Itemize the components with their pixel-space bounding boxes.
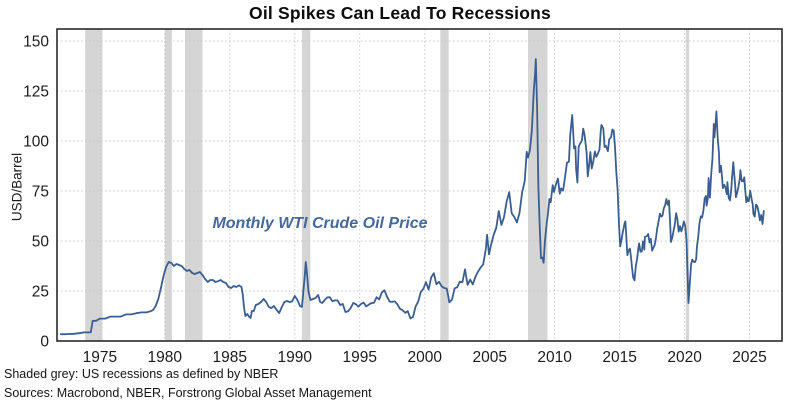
footnote-sources: Sources: Macrobond, NBER, Forstrong Glob…: [4, 386, 372, 400]
y-tick-label: 25: [32, 284, 49, 301]
recession-band: [185, 29, 203, 341]
recession-band: [440, 29, 449, 341]
x-tick-label: 2000: [407, 349, 442, 366]
x-tick-label: 1980: [148, 349, 183, 366]
x-tick-label: 1985: [213, 349, 247, 366]
plot-border: [56, 28, 783, 342]
footnote-recessions: Shaded grey: US recessions as defined by…: [4, 367, 279, 381]
y-tick-label: 50: [32, 234, 50, 251]
recession-band: [301, 29, 311, 341]
x-tick-label: 2010: [537, 349, 572, 366]
y-tick-label: 0: [40, 334, 49, 351]
recession-band: [164, 29, 172, 341]
x-tick-label: 2015: [602, 349, 636, 366]
x-tick-label: 2005: [472, 349, 506, 366]
x-tick-label: 2020: [667, 349, 702, 366]
x-tick-label: 1975: [83, 349, 117, 366]
series-annotation: Monthly WTI Crude Oil Price: [212, 215, 428, 232]
recession-band: [685, 29, 690, 341]
y-tick-label: 100: [23, 134, 49, 151]
chart-footnotes: Shaded grey: US recessions as defined by…: [4, 365, 372, 403]
x-tick-label: 1995: [342, 349, 376, 366]
price-line: [60, 58, 765, 336]
chart-title: Oil Spikes Can Lead To Recessions: [249, 3, 551, 23]
y-tick-label: 125: [23, 84, 49, 101]
x-tick-label: 2025: [732, 349, 766, 366]
x-tick-label: 1990: [278, 349, 313, 366]
y-tick-label: 75: [32, 184, 49, 201]
recession-band: [85, 29, 103, 341]
y-tick-label: 150: [23, 34, 49, 51]
